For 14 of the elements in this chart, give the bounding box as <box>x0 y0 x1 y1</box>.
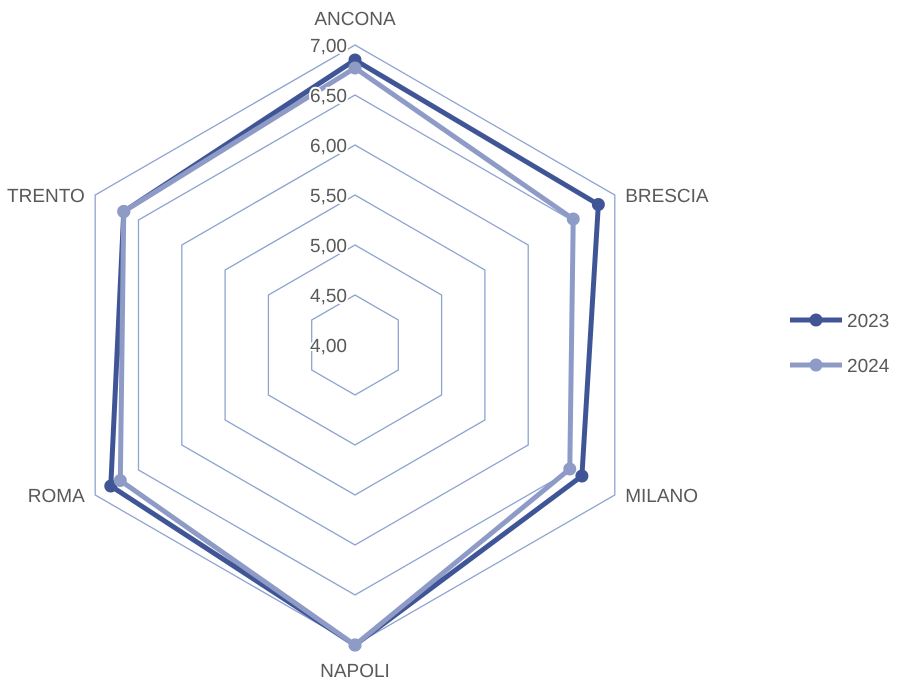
spoke-label: ANCONA <box>314 9 396 30</box>
y-tick-label: 4,50 <box>310 286 347 307</box>
spoke-label: BRESCIA <box>625 186 709 207</box>
y-tick-label: 5,50 <box>310 186 347 207</box>
spoke-label: NAPOLI <box>320 661 390 682</box>
y-tick-label: 5,00 <box>310 236 347 257</box>
legend-label: 2024 <box>847 356 890 377</box>
y-tick-label: 6,00 <box>310 136 347 157</box>
spoke-label: TRENTO <box>7 186 85 207</box>
spoke-label: MILANO <box>625 486 698 507</box>
y-tick-label: 6,50 <box>310 86 347 107</box>
y-tick-label: 7,00 <box>310 36 347 57</box>
legend-label: 2023 <box>847 311 890 332</box>
spoke-label: ROMA <box>28 486 86 507</box>
